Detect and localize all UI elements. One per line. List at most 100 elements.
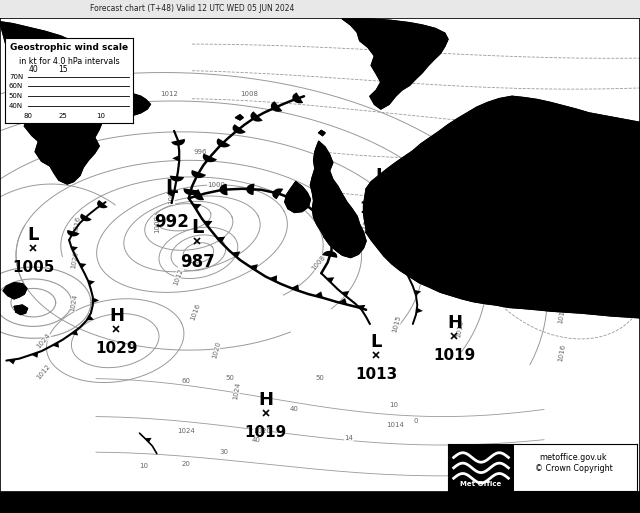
Text: L: L bbox=[375, 167, 387, 185]
Text: 1013: 1013 bbox=[516, 243, 559, 259]
Text: 1000: 1000 bbox=[207, 182, 225, 188]
Text: 40: 40 bbox=[28, 65, 38, 74]
Text: 1016: 1016 bbox=[557, 343, 566, 362]
Bar bbox=[448, 444, 514, 491]
Polygon shape bbox=[79, 263, 86, 268]
Polygon shape bbox=[93, 298, 99, 303]
Text: 1008: 1008 bbox=[241, 91, 259, 97]
Polygon shape bbox=[204, 221, 212, 227]
Text: Geostrophic wind scale: Geostrophic wind scale bbox=[10, 43, 128, 52]
Text: 1024: 1024 bbox=[177, 428, 195, 434]
Text: 1012: 1012 bbox=[172, 267, 184, 286]
Text: 1024: 1024 bbox=[232, 381, 241, 400]
Polygon shape bbox=[8, 359, 16, 364]
Text: 50: 50 bbox=[316, 374, 324, 381]
Wedge shape bbox=[170, 175, 184, 182]
Text: 1016: 1016 bbox=[455, 320, 464, 338]
Text: 1020: 1020 bbox=[70, 251, 79, 269]
Text: 40N: 40N bbox=[9, 103, 23, 109]
Polygon shape bbox=[102, 93, 150, 116]
Text: 996: 996 bbox=[193, 149, 207, 155]
Wedge shape bbox=[250, 111, 263, 122]
Wedge shape bbox=[220, 184, 228, 195]
Text: 20: 20 bbox=[181, 461, 190, 467]
Wedge shape bbox=[232, 124, 246, 134]
Text: 1020: 1020 bbox=[253, 428, 271, 434]
Text: 50: 50 bbox=[226, 374, 235, 381]
Polygon shape bbox=[71, 330, 78, 336]
Text: 1029: 1029 bbox=[95, 341, 138, 356]
Text: 1012: 1012 bbox=[35, 363, 52, 380]
Text: H: H bbox=[568, 252, 584, 270]
Wedge shape bbox=[203, 153, 217, 162]
Text: 10: 10 bbox=[97, 113, 106, 119]
Text: H: H bbox=[530, 210, 545, 228]
Text: 60N: 60N bbox=[9, 83, 23, 89]
Wedge shape bbox=[292, 92, 303, 103]
Text: H: H bbox=[109, 307, 124, 325]
Polygon shape bbox=[216, 236, 225, 243]
Polygon shape bbox=[193, 204, 202, 210]
Wedge shape bbox=[322, 251, 337, 258]
Polygon shape bbox=[339, 298, 347, 305]
Polygon shape bbox=[14, 305, 28, 314]
Polygon shape bbox=[0, 22, 102, 184]
Wedge shape bbox=[193, 189, 204, 200]
Text: 1014: 1014 bbox=[387, 422, 404, 428]
Polygon shape bbox=[52, 342, 59, 348]
Wedge shape bbox=[246, 184, 255, 195]
Polygon shape bbox=[341, 291, 349, 297]
Wedge shape bbox=[314, 212, 328, 221]
Wedge shape bbox=[271, 101, 282, 112]
Text: 14: 14 bbox=[344, 435, 353, 441]
Wedge shape bbox=[184, 188, 198, 195]
Polygon shape bbox=[326, 277, 334, 283]
Text: 1004: 1004 bbox=[168, 187, 175, 204]
Text: 1015: 1015 bbox=[392, 314, 402, 333]
Text: 987: 987 bbox=[180, 253, 214, 271]
Polygon shape bbox=[357, 305, 365, 310]
Text: 15: 15 bbox=[58, 65, 68, 74]
Text: 40: 40 bbox=[290, 406, 299, 412]
Text: 1005: 1005 bbox=[12, 260, 54, 275]
Polygon shape bbox=[88, 280, 95, 285]
Text: 70N: 70N bbox=[9, 73, 23, 80]
Wedge shape bbox=[80, 213, 92, 221]
Text: 40: 40 bbox=[252, 437, 260, 443]
Polygon shape bbox=[232, 251, 241, 258]
Text: 1012: 1012 bbox=[360, 220, 370, 239]
Polygon shape bbox=[319, 130, 325, 135]
Text: 1012: 1012 bbox=[557, 305, 566, 324]
Polygon shape bbox=[285, 182, 310, 212]
Text: 50N: 50N bbox=[9, 93, 23, 99]
Wedge shape bbox=[171, 139, 185, 146]
Polygon shape bbox=[249, 264, 258, 271]
Wedge shape bbox=[323, 231, 339, 238]
Text: 30: 30 bbox=[220, 449, 228, 455]
Text: 1012: 1012 bbox=[555, 286, 597, 301]
Polygon shape bbox=[3, 283, 27, 299]
Polygon shape bbox=[167, 191, 175, 197]
Polygon shape bbox=[310, 142, 366, 258]
Wedge shape bbox=[191, 170, 206, 178]
Text: 1020: 1020 bbox=[211, 341, 221, 360]
Text: 80: 80 bbox=[24, 113, 33, 119]
Wedge shape bbox=[67, 230, 79, 236]
Text: metoffice.gov.uk
© Crown Copyright: metoffice.gov.uk © Crown Copyright bbox=[534, 453, 612, 473]
Polygon shape bbox=[342, 19, 448, 109]
Text: 10: 10 bbox=[389, 402, 398, 408]
Text: 992: 992 bbox=[154, 212, 189, 230]
Polygon shape bbox=[364, 96, 640, 318]
Text: 1008: 1008 bbox=[310, 253, 327, 271]
Text: 1016: 1016 bbox=[189, 303, 201, 322]
Text: 25: 25 bbox=[58, 113, 67, 119]
Text: 60: 60 bbox=[181, 378, 190, 384]
Polygon shape bbox=[172, 155, 179, 162]
Text: H: H bbox=[447, 314, 462, 332]
Text: 10: 10 bbox=[140, 463, 148, 469]
Polygon shape bbox=[291, 284, 299, 291]
Text: L: L bbox=[28, 226, 39, 244]
Polygon shape bbox=[31, 352, 38, 358]
Text: 1019: 1019 bbox=[433, 348, 476, 363]
Wedge shape bbox=[97, 200, 108, 208]
